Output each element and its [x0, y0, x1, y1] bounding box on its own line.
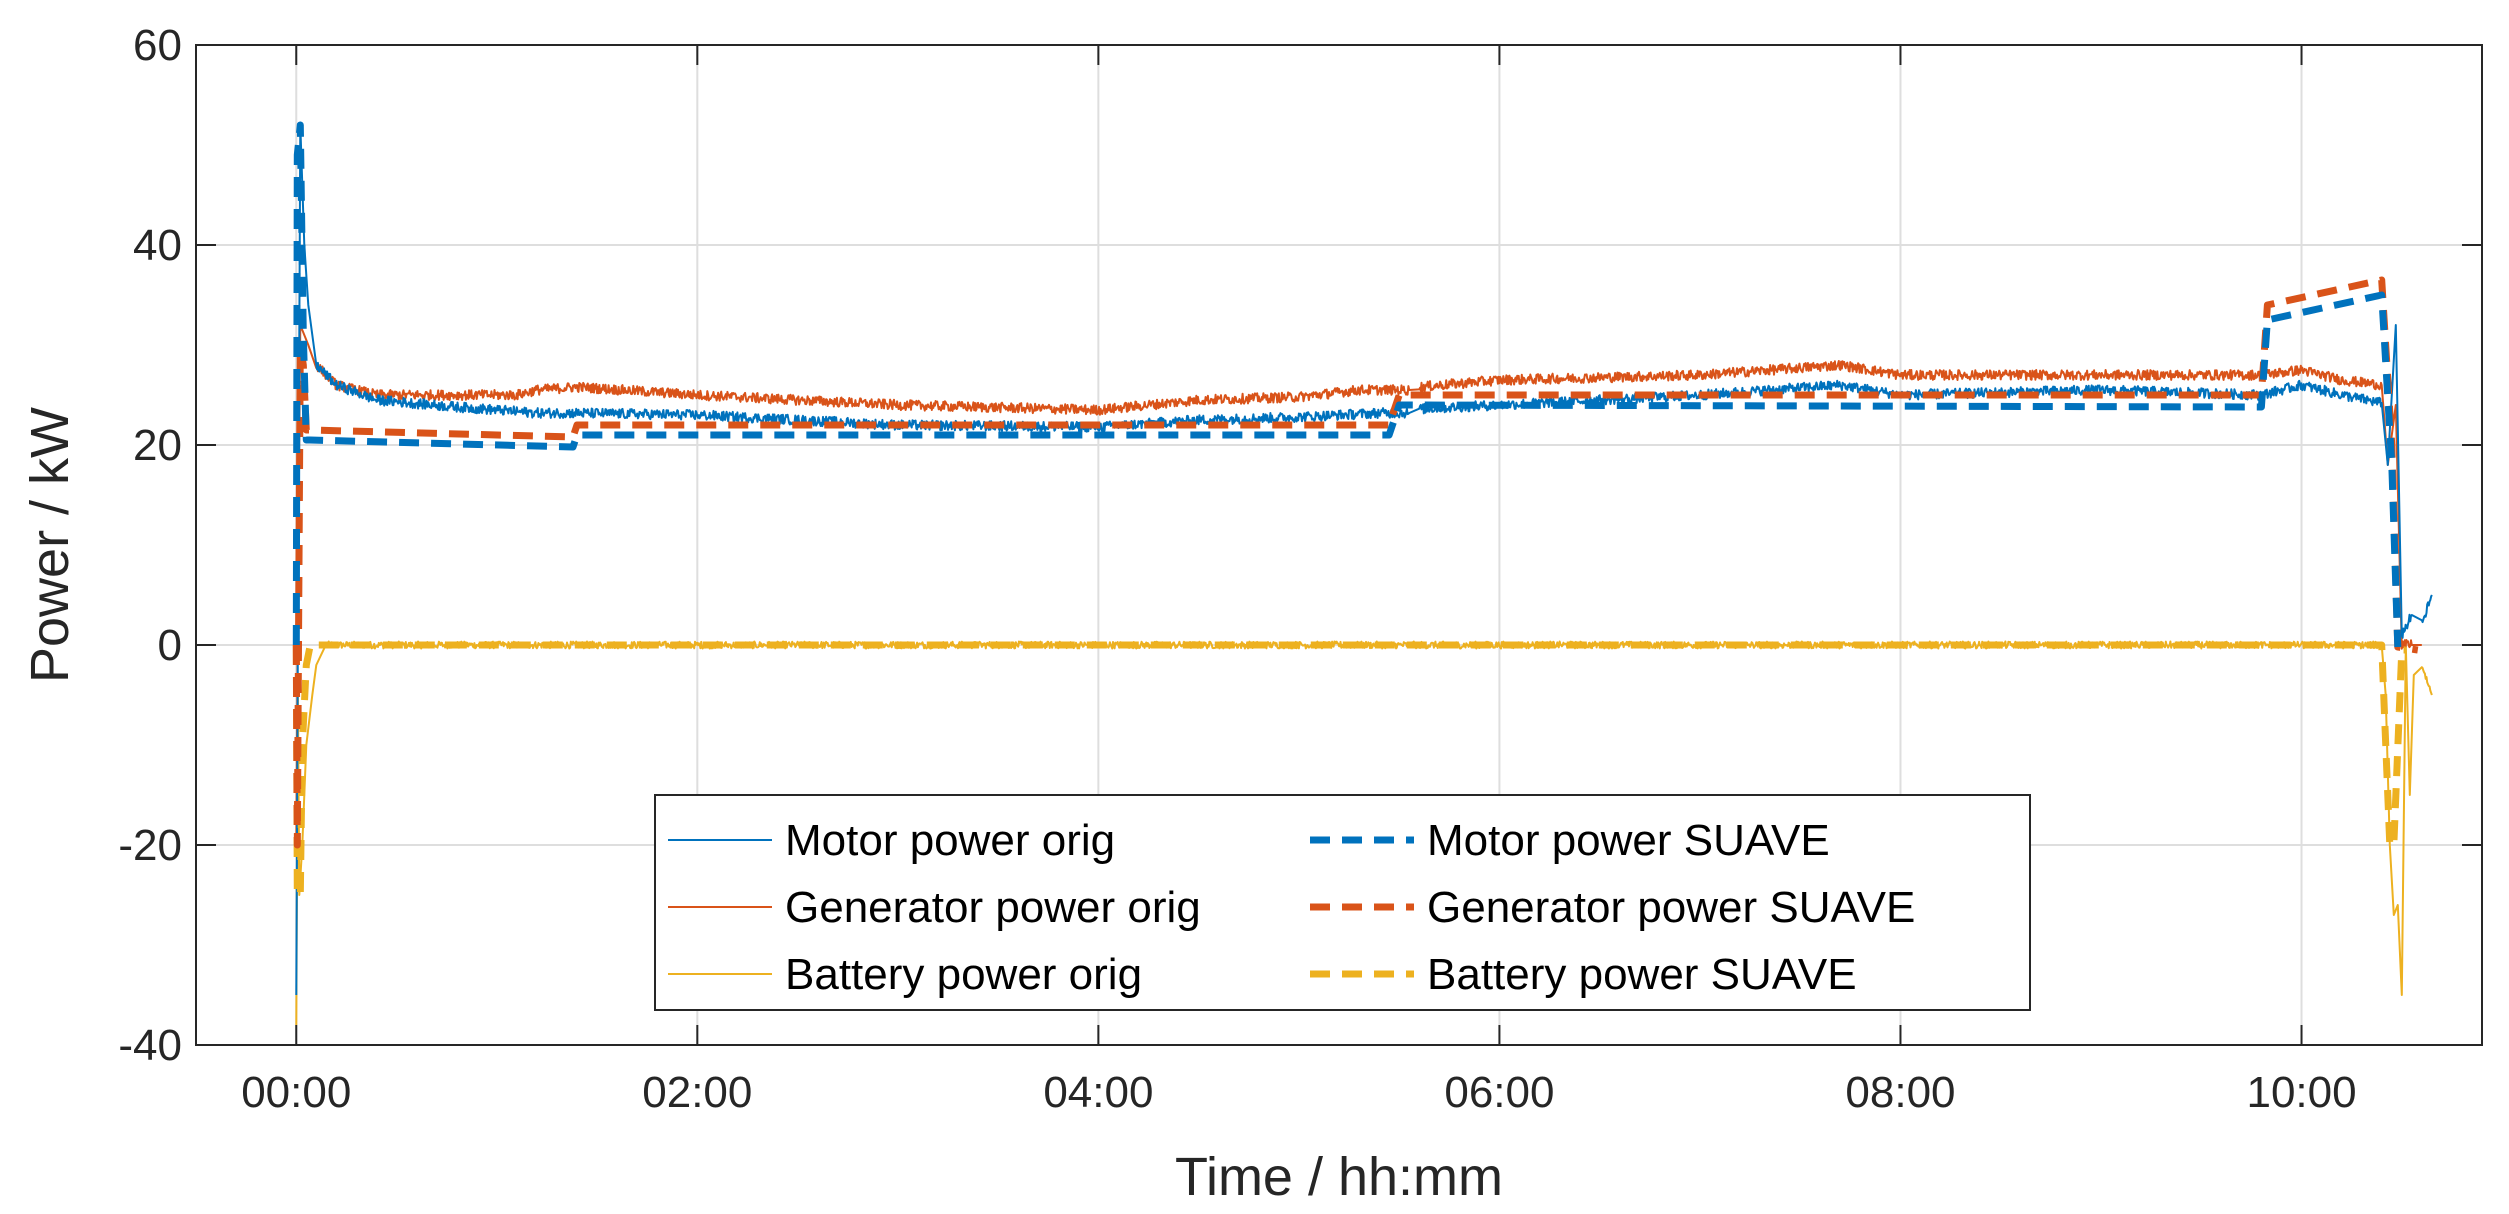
x-tick-label: 08:00	[1845, 1068, 1955, 1117]
legend: Motor power orig Generator power orig Batt…	[654, 794, 2031, 1011]
legend-label: Battery power orig	[785, 950, 1142, 999]
x-tick-label: 02:00	[642, 1068, 752, 1117]
series-line-generator-power-suave	[292, 276, 2419, 849]
y-tick-label: -40	[118, 1021, 182, 1070]
legend-label: Generator power orig	[785, 883, 1201, 932]
x-tick-label: 00:00	[241, 1068, 351, 1117]
x-tick-label: 10:00	[2246, 1068, 2356, 1117]
legend-label: Motor power SUAVE	[1427, 816, 1830, 865]
y-axis-ticks: -40 -20 0 20 40 60	[118, 21, 2482, 1070]
y-tick-label: 60	[133, 21, 182, 70]
series-line-generator-power-orig	[295, 324, 2422, 846]
y-tick-label: -20	[118, 821, 182, 870]
y-axis-title: Power / kW	[20, 407, 80, 683]
x-axis-title: Time / hh:mm	[1175, 1147, 1503, 1207]
legend-label: Motor power orig	[785, 816, 1115, 865]
y-tick-label: 40	[133, 221, 182, 270]
x-tick-label: 06:00	[1444, 1068, 1554, 1117]
y-tick-label: 0	[158, 621, 182, 670]
x-tick-label: 04:00	[1043, 1068, 1153, 1117]
x-axis-ticks: 00:00 02:00 04:00 06:00 08:00 10:00	[241, 45, 2357, 1117]
legend-label: Battery power SUAVE	[1427, 950, 1857, 999]
plot-area	[292, 121, 2433, 1026]
axes-box	[195, 44, 2483, 1046]
legend-label: Generator power SUAVE	[1427, 883, 1915, 932]
y-tick-label: 20	[133, 421, 182, 470]
series-line-motor-power-suave	[292, 121, 2402, 648]
